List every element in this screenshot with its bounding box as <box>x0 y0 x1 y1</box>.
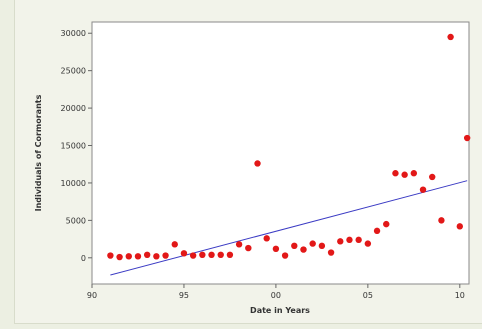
x-tick-label: 00 <box>271 291 281 300</box>
data-point <box>291 242 298 250</box>
data-point <box>189 252 197 259</box>
plot-area <box>91 21 470 285</box>
data-point <box>171 241 178 248</box>
data-points <box>107 33 471 261</box>
data-point <box>309 240 316 247</box>
data-point <box>153 253 160 260</box>
data-point <box>327 249 335 256</box>
data-point <box>456 223 464 230</box>
chart-panel: 0 5000 10000 15000 20000 25000 30000 90 95 00 05 1… <box>14 0 482 324</box>
data-point <box>125 253 132 260</box>
data-point <box>199 251 206 259</box>
y-tick-label: 25000 <box>61 67 86 76</box>
data-point <box>162 252 169 259</box>
data-point <box>107 252 114 259</box>
data-point <box>116 253 123 261</box>
data-point <box>272 245 280 253</box>
data-point <box>337 238 344 245</box>
x-axis: 90 95 00 05 10 <box>87 284 465 300</box>
x-tick-label: 90 <box>87 291 97 300</box>
data-point <box>245 244 252 252</box>
data-point <box>300 246 307 253</box>
data-point <box>217 251 224 259</box>
data-point <box>134 253 142 260</box>
trend-line <box>110 180 468 276</box>
data-point <box>383 220 390 228</box>
data-point <box>410 170 418 177</box>
data-point <box>419 186 427 193</box>
data-point <box>401 171 408 178</box>
data-point <box>208 251 215 259</box>
data-point <box>263 235 270 242</box>
x-tick-label: 95 <box>179 291 189 300</box>
y-tick-label: 20000 <box>61 104 86 113</box>
y-axis: 0 5000 10000 15000 20000 25000 30000 <box>61 29 92 263</box>
data-point <box>226 251 234 259</box>
data-point <box>254 160 261 167</box>
data-point <box>429 173 436 181</box>
y-tick-label: 30000 <box>61 29 86 38</box>
data-point <box>143 251 151 259</box>
data-point <box>447 33 454 41</box>
data-point <box>463 134 471 142</box>
data-point <box>318 242 326 250</box>
y-tick-label: 15000 <box>61 142 86 151</box>
data-point <box>364 240 372 247</box>
scatter-chart: 0 5000 10000 15000 20000 25000 30000 90 95 00 05 1… <box>34 21 471 315</box>
y-tick-label: 0 <box>81 254 86 263</box>
data-point <box>235 241 243 248</box>
y-tick-label: 10000 <box>61 179 86 188</box>
data-point <box>438 217 445 224</box>
data-point <box>346 236 353 244</box>
y-tick-label: 5000 <box>66 216 86 225</box>
x-axis-label: Date in Years <box>250 306 310 315</box>
data-point <box>180 250 188 257</box>
data-point <box>373 227 381 235</box>
data-point <box>281 252 289 259</box>
x-tick-label: 10 <box>455 291 465 300</box>
data-point <box>355 236 362 244</box>
x-tick-label: 05 <box>363 291 373 300</box>
y-axis-label: Individuals of Cormorants <box>34 94 43 211</box>
data-point <box>392 170 399 177</box>
